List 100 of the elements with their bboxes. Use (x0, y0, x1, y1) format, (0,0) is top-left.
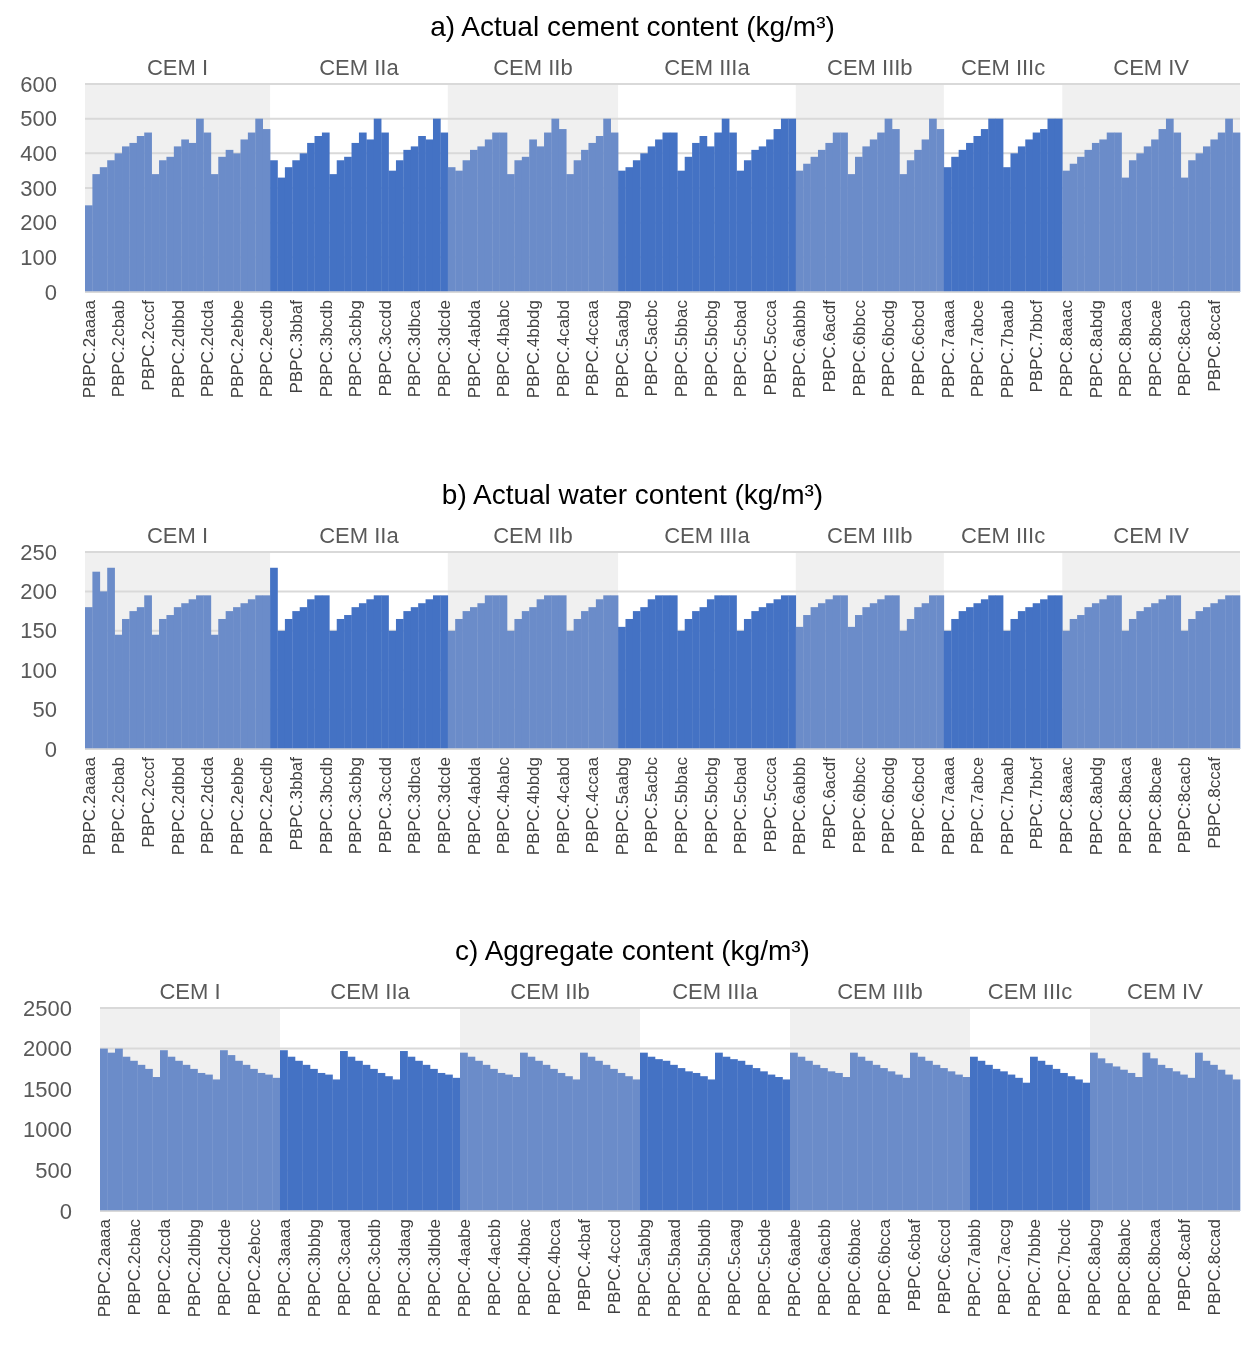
x-tick-label: PBPC.4ccaa (583, 299, 603, 397)
x-tick-label: PBPC.4cabd (553, 757, 573, 855)
y-tick-label: 0 (44, 279, 57, 305)
x-tick-label: PBPC.5abbg (634, 1219, 654, 1318)
x-tick-label: PBPC.4cbaf (574, 1218, 594, 1312)
x-tick-label: PBPC.8bcaa (1144, 1218, 1164, 1317)
x-tick-label: PBPC.8bcae (1145, 300, 1165, 398)
x-tick-label: PBPC.3bbaf (286, 299, 306, 394)
x-tick-label: PBPC.4acbb (484, 1219, 504, 1317)
x-tick-label: PBPC.3dbca (405, 756, 425, 855)
text: CEM IIb (493, 523, 573, 548)
x-tick-label: PBPC.3cbdb (364, 1219, 384, 1317)
y-tick-label: 250 (20, 539, 57, 565)
y-tick-label: 400 (20, 140, 57, 166)
x-tick-label: PBPC.7accg (994, 1219, 1014, 1316)
x-tick-label: PBPC.4aabe (454, 1219, 474, 1318)
x-tick-label: PBPC.6aabe (784, 1219, 804, 1318)
x-tick-label: PBPC.2dcda (198, 756, 218, 855)
x-tick-label: PBPC.4bbdg (523, 757, 543, 856)
x-tick-label: PBPC.6cbaf (904, 1218, 924, 1312)
text: CEM I (159, 979, 221, 1004)
text: CEM IIIb (827, 523, 913, 548)
y-tick-label: 100 (20, 244, 57, 270)
x-tick-label: PBPC.2dbbd (168, 757, 188, 856)
x-tick-label: PBPC.2dbbg (184, 1219, 204, 1318)
x-tick-label: PBPC.6cbcd (908, 757, 928, 854)
x-tick-label: PBPC.7abce (968, 757, 988, 855)
chart-title: c) Aggregate content (kg/m³) (455, 935, 810, 966)
x-tick-label: PBPC.6abbb (790, 300, 810, 399)
text: CEM IIIb (837, 979, 923, 1004)
y-tick-label: 500 (20, 106, 57, 132)
text: CEM IIIa (664, 523, 751, 548)
x-tick-label: PBPC.2aaaa (79, 299, 99, 399)
x-tick-label: PBPC.3bbbg (304, 1219, 324, 1318)
x-tick-label: PBPC.2ecdb (257, 300, 277, 398)
x-tick-label: PBPC.7aaaa (938, 756, 958, 856)
x-tick-label: PBPC.8ccad (1204, 1219, 1224, 1316)
series-label: CEM IV (1113, 55, 1190, 80)
x-tick-label: PBPC.2dbbd (168, 300, 188, 399)
x-tick-label: PBPC.4cccd (604, 1219, 624, 1315)
x-tick-label: PBPC.4bcca (544, 1218, 564, 1316)
x-tick-label: PBPC.2cbac (124, 1218, 144, 1316)
x-tick-label: PBPC.6cbcd (908, 300, 928, 397)
x-tick-label: PBPC.6acbb (814, 1219, 834, 1317)
x-tick-label: PBPC.7baab (997, 300, 1017, 399)
y-tick-label: 300 (20, 175, 57, 201)
x-tick-label: PBPC.5ccca (760, 299, 780, 396)
x-tick-label: PBPC.5bcbg (701, 300, 721, 398)
x-tick-label: PBPC.2ebbe (227, 300, 247, 399)
x-tick-label: PBPC.4cabd (553, 300, 573, 398)
x-tick-label: PBPC.5bcbg (701, 757, 721, 855)
x-tick-label: PBPC.3dcde (435, 300, 455, 398)
x-tick-label: PBPC.8abdg (1086, 300, 1106, 399)
x-tick-label: PBPC.7abbb (964, 1219, 984, 1318)
chart-title: a) Actual cement content (kg/m³) (430, 11, 835, 42)
x-tick-label: PBPC.4babc (494, 756, 514, 855)
x-tick-label: PBPC.2dcde (214, 1219, 234, 1317)
x-tick-label: PBPC.2ebcc (244, 1218, 264, 1316)
x-tick-label: PBPC.6acdf (820, 299, 840, 393)
text: CEM IIIc (960, 523, 1046, 548)
y-tick-label: 600 (20, 71, 57, 97)
x-tick-label: PBPC.2ecdb (257, 757, 277, 855)
text: CEM IV (1113, 523, 1190, 548)
y-tick-label: 500 (35, 1157, 72, 1183)
x-tick-label: PBPC.5bbac (671, 299, 691, 398)
y-tick-label: 0 (44, 736, 57, 762)
x-tick-label: PBPC.8aaac (1056, 299, 1076, 398)
x-tick-label: PBPC.8baca (1116, 299, 1136, 398)
y-tick-label: 2000 (23, 1036, 72, 1062)
x-tick-label: PBPC.3ccdd (375, 300, 395, 397)
x-tick-label: PBPC.7baab (997, 757, 1017, 856)
y-tick-label: 100 (20, 657, 57, 683)
x-tick-label: PBPC.7aaaa (938, 299, 958, 399)
series-label: CEM IIIb (827, 55, 913, 80)
x-tick-label: PBPC.3bbaf (286, 756, 306, 851)
x-tick-label: PBPC.7bcdc (1054, 1218, 1074, 1316)
x-tick-label: PBPC.6bcdg (879, 300, 899, 398)
x-tick-label: PBPC.2aaaa (79, 756, 99, 856)
x-tick-label: PBPC.2ebbe (227, 757, 247, 856)
x-tick-label: PBPC.5bbdb (694, 1219, 714, 1318)
x-tick-label: PBPC.3dcde (435, 757, 455, 855)
x-tick-label: PBPC.4ccaa (583, 756, 603, 854)
x-tick-label: PBPC.8abdg (1086, 757, 1106, 856)
x-tick-label: PBPC.3cbbg (346, 757, 366, 855)
x-tick-label: PBPC.4babc (494, 299, 514, 398)
series-label: CEM I (146, 523, 209, 548)
x-tick-label: PBPC.6bbac (844, 1218, 864, 1317)
x-tick-label: PBPC.3caad (334, 1219, 354, 1317)
x-tick-label: PBPC.7bbcf (1027, 756, 1047, 850)
x-tick-label: PBPC.5cbad (731, 300, 751, 398)
x-tick-label: PBPC:8cacb (1175, 300, 1195, 397)
x-tick-label: PBPC.4bbdg (523, 300, 543, 399)
text: CEM IIa (319, 523, 400, 548)
text: CEM IV (1127, 979, 1204, 1004)
x-tick-label: PBPC.5ccca (760, 756, 780, 853)
x-tick-label: PBPC.3bcdb (316, 300, 336, 398)
x-tick-label: PBPC.8cabf (1174, 1218, 1194, 1312)
x-tick-label: PBPC.2cbab (109, 757, 129, 855)
x-tick-label: PBPC.7bbcf (1027, 299, 1047, 393)
x-tick-label: PBPC.8baca (1116, 756, 1136, 855)
